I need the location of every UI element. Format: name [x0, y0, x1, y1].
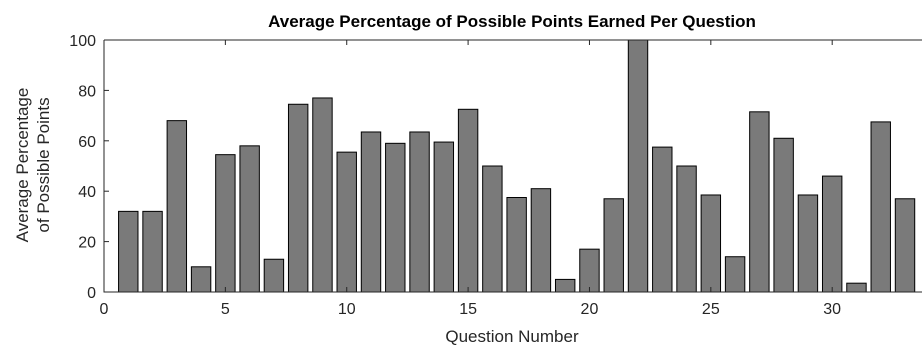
y-tick-label: 40 — [78, 184, 96, 201]
bar-question-32 — [870, 121, 891, 293]
bar-question-8 — [287, 103, 309, 293]
bar-question-27 — [749, 111, 770, 293]
bar-question-33 — [894, 198, 916, 293]
bar-question-5 — [215, 154, 236, 293]
bars-group — [118, 39, 916, 293]
bar-question-6 — [239, 145, 260, 293]
y-tick-label: 60 — [78, 134, 96, 151]
x-tick-label: 25 — [702, 301, 720, 318]
bar-question-30 — [821, 175, 843, 293]
bar-question-23 — [652, 146, 673, 293]
bar-question-18 — [530, 188, 552, 293]
chart-title: Average Percentage of Possible Points Ea… — [268, 12, 756, 31]
bar-question-14 — [433, 141, 455, 293]
bar-question-17 — [506, 197, 527, 293]
bar-question-9 — [312, 97, 333, 293]
bar-question-22 — [627, 39, 649, 293]
x-tick-label: 15 — [459, 301, 477, 318]
bar-question-13 — [409, 131, 430, 293]
bar-question-24 — [676, 165, 697, 293]
x-tick-label: 30 — [823, 301, 841, 318]
y-tick-label: 0 — [87, 285, 96, 302]
y-axis-label-line-1: Average Percentage — [13, 88, 32, 243]
bar-question-26 — [724, 256, 746, 293]
bar-question-7 — [263, 258, 285, 293]
bar-question-2 — [142, 210, 163, 293]
bar-question-16 — [482, 165, 503, 293]
bar-question-4 — [190, 266, 212, 293]
bar-question-31 — [846, 282, 867, 293]
y-axis-label-line-2: of Possible Points — [34, 97, 53, 232]
x-ticks-group: 0 5 10 15 20 25 30 — [100, 40, 841, 318]
y-tick-label: 20 — [78, 235, 96, 252]
y-tick-label: 100 — [69, 33, 96, 50]
x-axis-label: Question Number — [445, 327, 579, 346]
bar-question-29 — [797, 194, 819, 293]
bar-question-10 — [336, 151, 357, 293]
bar-question-11 — [360, 131, 382, 293]
bar-question-15 — [457, 108, 479, 293]
bar-question-21 — [603, 198, 624, 293]
bar-question-25 — [700, 194, 722, 293]
bar-question-3 — [166, 120, 188, 293]
y-tick-label: 80 — [78, 83, 96, 100]
bar-question-12 — [385, 142, 406, 293]
x-tick-label: 5 — [221, 301, 230, 318]
x-tick-label: 10 — [338, 301, 356, 318]
bar-question-1 — [118, 210, 139, 293]
x-tick-label: 20 — [581, 301, 599, 318]
bar-question-28 — [773, 137, 794, 293]
bar-question-20 — [579, 248, 600, 293]
y-ticks-group: 0 20 40 60 80 100 — [69, 33, 109, 302]
bar-question-19 — [554, 278, 576, 293]
x-tick-label: 0 — [100, 301, 109, 318]
